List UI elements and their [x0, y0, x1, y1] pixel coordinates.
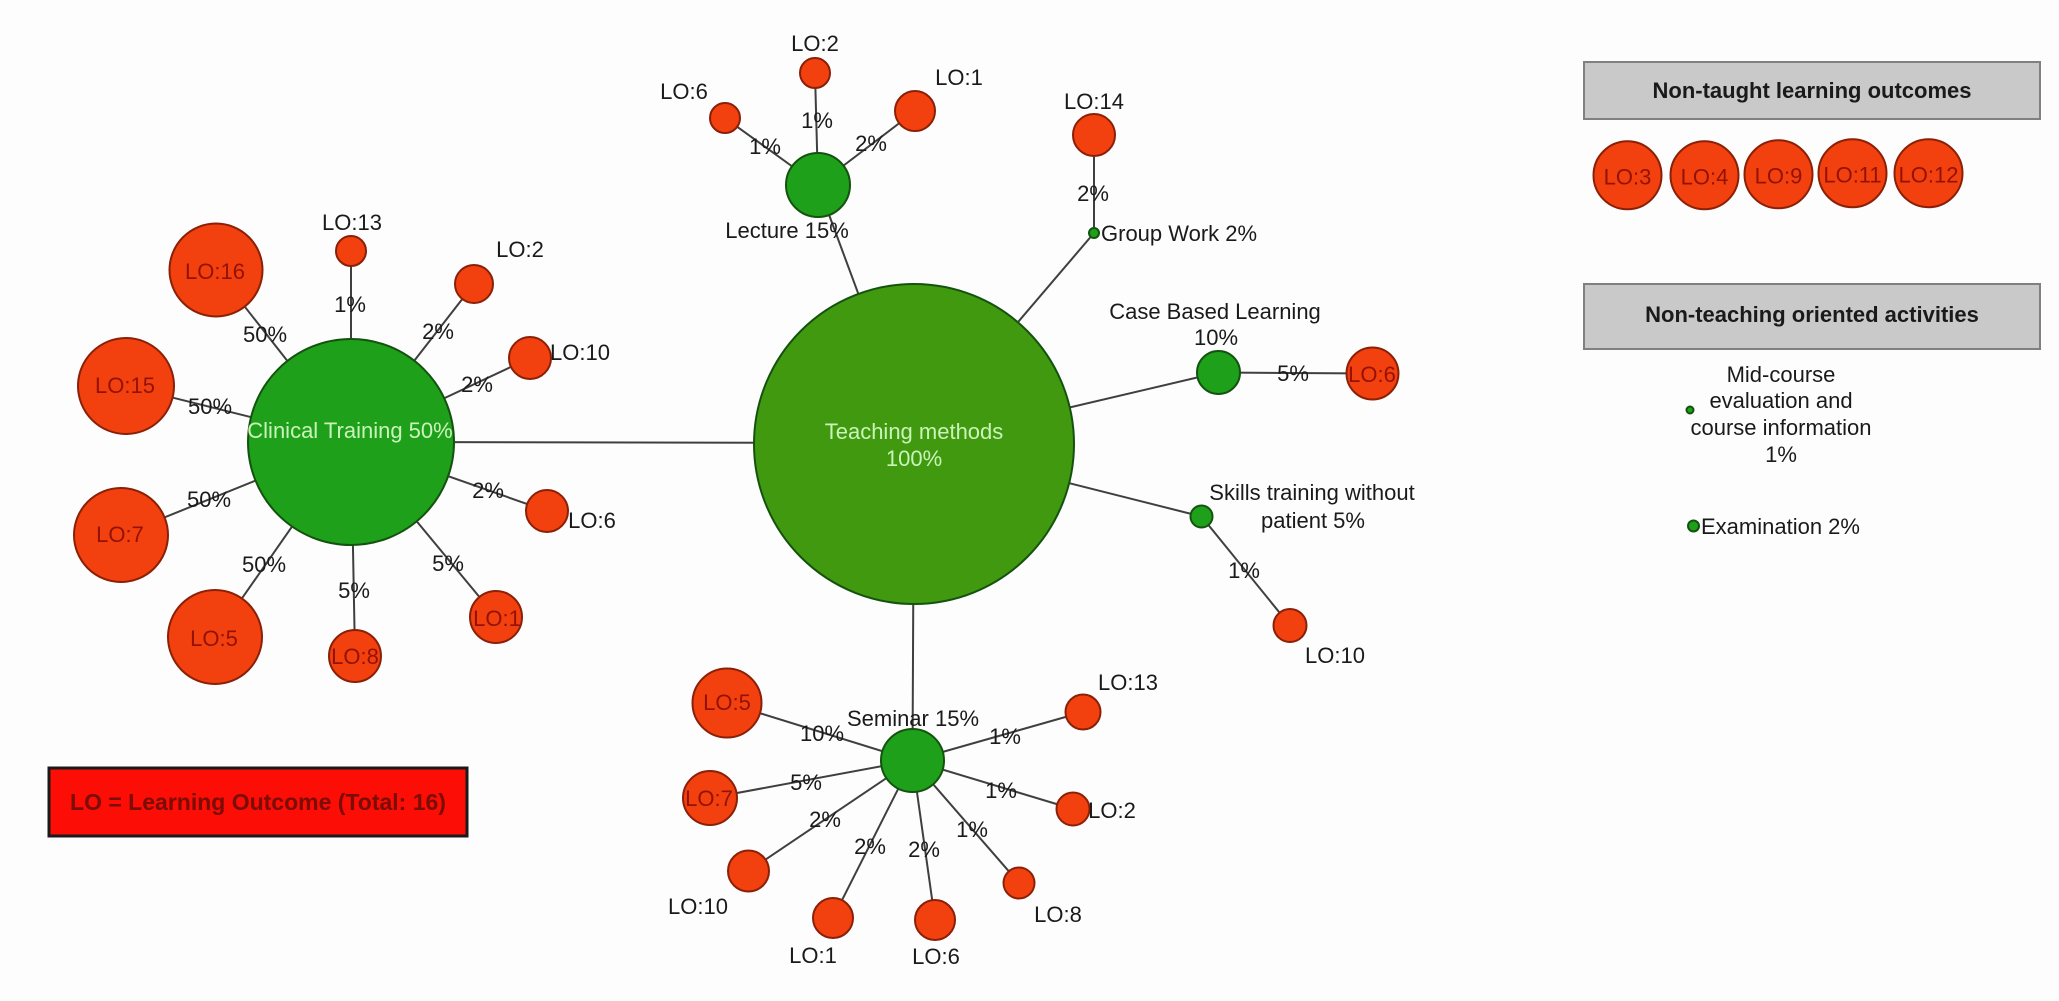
svg-text:Seminar 15%: Seminar 15% [847, 706, 979, 731]
svg-text:LO:2: LO:2 [1088, 798, 1136, 823]
svg-text:1%: 1% [1765, 442, 1797, 467]
svg-text:evaluation and: evaluation and [1709, 388, 1852, 413]
svg-text:5%: 5% [1277, 361, 1309, 386]
svg-text:LO:9: LO:9 [1755, 164, 1803, 189]
svg-text:1%: 1% [334, 292, 366, 317]
svg-text:LO:1: LO:1 [789, 943, 837, 968]
svg-text:1%: 1% [985, 778, 1017, 803]
svg-text:1%: 1% [956, 817, 988, 842]
svg-text:LO:5: LO:5 [190, 626, 238, 651]
svg-text:2%: 2% [461, 372, 493, 397]
svg-text:LO:14: LO:14 [1064, 89, 1124, 114]
svg-text:Skills training without: Skills training without [1209, 480, 1414, 505]
svg-text:Non-teaching oriented activiti: Non-teaching oriented activities [1645, 302, 1979, 327]
svg-text:Non-taught learning outcomes: Non-taught learning outcomes [1653, 78, 1972, 103]
svg-text:Lecture 15%: Lecture 15% [725, 218, 849, 243]
svg-text:LO:4: LO:4 [1681, 165, 1729, 190]
svg-text:1%: 1% [989, 724, 1021, 749]
svg-text:LO:10: LO:10 [668, 894, 728, 919]
svg-text:LO:8: LO:8 [331, 644, 379, 669]
svg-text:5%: 5% [790, 770, 822, 795]
svg-text:Mid-course: Mid-course [1727, 362, 1836, 387]
svg-text:100%: 100% [886, 446, 942, 471]
svg-text:LO:6: LO:6 [912, 944, 960, 969]
svg-text:2%: 2% [908, 837, 940, 862]
svg-text:5%: 5% [432, 551, 464, 576]
svg-text:LO:15: LO:15 [95, 373, 155, 398]
svg-text:LO:11: LO:11 [1823, 163, 1881, 188]
svg-text:2%: 2% [1077, 181, 1109, 206]
svg-text:LO = Learning Outcome (Total:: LO = Learning Outcome (Total: 16) [70, 789, 446, 815]
svg-text:LO:8: LO:8 [1034, 902, 1082, 927]
svg-text:50%: 50% [187, 487, 231, 512]
svg-text:LO:10: LO:10 [550, 340, 610, 365]
svg-text:1%: 1% [801, 108, 833, 133]
svg-text:LO:13: LO:13 [1098, 670, 1158, 695]
svg-text:2%: 2% [422, 319, 454, 344]
svg-text:LO:7: LO:7 [96, 522, 144, 547]
svg-text:LO:12: LO:12 [1899, 163, 1959, 188]
svg-text:LO:6: LO:6 [660, 79, 708, 104]
svg-text:LO:7: LO:7 [685, 786, 733, 811]
svg-text:Examination 2%: Examination 2% [1701, 514, 1860, 539]
svg-text:LO:3: LO:3 [1604, 165, 1652, 190]
svg-text:Group Work 2%: Group Work 2% [1101, 221, 1257, 246]
svg-text:Clinical Training 50%: Clinical Training 50% [247, 418, 452, 443]
svg-text:LO:6: LO:6 [568, 508, 616, 533]
svg-text:50%: 50% [242, 552, 286, 577]
svg-text:Case Based Learning: Case Based Learning [1109, 299, 1321, 324]
svg-text:LO:6: LO:6 [1348, 362, 1396, 387]
svg-text:LO:16: LO:16 [185, 259, 245, 284]
svg-text:Teaching methods: Teaching methods [825, 419, 1004, 444]
svg-text:LO:1: LO:1 [935, 65, 983, 90]
svg-text:50%: 50% [188, 394, 232, 419]
svg-text:5%: 5% [338, 578, 370, 603]
svg-text:patient 5%: patient 5% [1261, 508, 1365, 533]
svg-text:LO:5: LO:5 [703, 690, 751, 715]
svg-text:LO:2: LO:2 [791, 31, 839, 56]
svg-text:LO:10: LO:10 [1305, 643, 1365, 668]
svg-text:1%: 1% [1228, 558, 1260, 583]
svg-text:LO:13: LO:13 [322, 210, 382, 235]
svg-text:2%: 2% [809, 807, 841, 832]
svg-text:course information: course information [1691, 415, 1872, 440]
svg-text:LO:1: LO:1 [473, 606, 521, 631]
svg-text:50%: 50% [243, 322, 287, 347]
svg-text:LO:2: LO:2 [496, 237, 544, 262]
svg-text:10%: 10% [1194, 325, 1238, 350]
svg-text:2%: 2% [855, 131, 887, 156]
svg-text:2%: 2% [472, 478, 504, 503]
svg-text:10%: 10% [800, 721, 844, 746]
svg-text:1%: 1% [749, 134, 781, 159]
svg-text:2%: 2% [854, 834, 886, 859]
